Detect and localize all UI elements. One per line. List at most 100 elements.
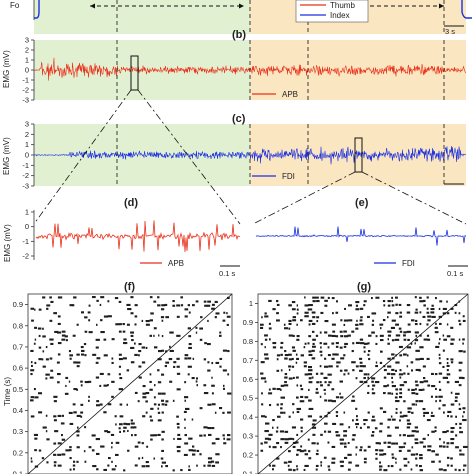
recurrence-mark (134, 353, 138, 356)
recurrence-mark (455, 446, 459, 449)
recurrence-mark (284, 354, 289, 357)
y-tick-label: -1 (22, 237, 29, 246)
recurrence-mark (395, 388, 399, 391)
recurrence-mark (57, 453, 62, 456)
recurrence-mark (292, 349, 296, 352)
recurrence-mark (203, 464, 206, 467)
recurrence-mark (387, 445, 391, 448)
recurrence-mark (69, 446, 72, 449)
recurrence-mark (268, 299, 272, 302)
recurrence-mark (418, 369, 421, 372)
recurrence-mark (431, 315, 436, 318)
recurrence-mark (363, 346, 366, 349)
recurrence-mark (463, 411, 465, 414)
recurrence-mark (327, 430, 332, 433)
recurrence-mark (222, 349, 227, 352)
recurrence-mark (91, 434, 96, 437)
recurrence-mark (137, 400, 140, 403)
recurrence-mark (42, 365, 46, 368)
recurrence-mark (450, 391, 453, 394)
recurrence-mark (300, 430, 303, 433)
recurrence-mark (450, 307, 454, 310)
recurrence-mark (418, 388, 423, 391)
recurrence-mark (264, 346, 266, 349)
recurrence-mark (187, 373, 190, 376)
recurrence-mark (76, 361, 81, 364)
recurrence-mark (165, 316, 169, 319)
recurrence-mark (161, 349, 165, 352)
recurrence-mark (327, 346, 330, 349)
recurrence-mark (390, 326, 395, 329)
recurrence-mark (375, 296, 380, 299)
recurrence-mark (53, 312, 57, 315)
recurrence-mark (141, 465, 146, 468)
recurrence-mark (149, 319, 153, 322)
recurrence-mark (320, 346, 322, 349)
recurrence-mark (355, 377, 358, 380)
recurrence-mark (348, 304, 352, 307)
recurrence-mark (375, 457, 378, 460)
recurrence-raster-g (260, 296, 468, 472)
recurrence-mark (288, 319, 292, 322)
recurrence-mark (96, 299, 99, 302)
recurrence-mark (356, 426, 358, 429)
recurrence-mark (96, 400, 100, 403)
recurrence-mark (103, 315, 108, 318)
recurrence-mark (33, 388, 36, 391)
recurrence-mark (88, 319, 91, 322)
recurrence-mark (311, 357, 316, 360)
recurrence-mark (387, 357, 391, 360)
recurrence-mark (68, 380, 71, 383)
recurrence-mark (328, 365, 333, 368)
recurrence-mark (264, 315, 269, 318)
recurrence-mark (383, 469, 388, 472)
recurrence-mark (324, 365, 329, 368)
recurrence-mark (296, 308, 299, 311)
y-tick-label: 3 (25, 36, 29, 45)
recurrence-mark (272, 468, 274, 471)
recurrence-mark (38, 346, 42, 349)
recurrence-mark (100, 445, 105, 448)
recurrence-mark (141, 361, 146, 364)
recurrence-mark (399, 415, 405, 418)
recurrence-mark (379, 449, 384, 452)
recurrence-mark (165, 400, 169, 403)
recurrence-mark (76, 446, 80, 449)
recurrence-mark (295, 376, 299, 379)
recurrence-mark (288, 334, 293, 337)
recurrence-mark (442, 404, 446, 407)
recurrence-mark (359, 426, 362, 429)
recurrence-mark (403, 334, 406, 337)
recurrence-mark (264, 334, 268, 337)
recurrence-mark (395, 334, 401, 337)
arrowhead (239, 3, 244, 9)
recurrence-mark (261, 316, 263, 319)
recurrence-mark (57, 296, 63, 299)
recurrence-mark (30, 373, 33, 376)
recurrence-mark (161, 308, 165, 311)
recurrence-mark (422, 388, 425, 391)
panel-c: EMG (mV) 321 0-1-2 -3 FDI (2, 120, 467, 191)
recurrence-mark (227, 392, 232, 395)
recurrence-mark (261, 415, 265, 418)
recurrence-mark (435, 345, 440, 348)
recurrence-mark (331, 457, 336, 460)
recurrence-mark (53, 461, 57, 464)
recurrence-mark (300, 426, 303, 429)
recurrence-mark (387, 384, 390, 387)
recurrence-mark (264, 380, 267, 383)
recurrence-mark (383, 304, 386, 307)
recurrence-mark (375, 335, 378, 338)
recurrence-mark (415, 392, 419, 395)
recurrence-mark (280, 446, 282, 449)
recurrence-mark (38, 449, 42, 452)
recurrence-mark (316, 296, 319, 299)
recurrence-mark (88, 331, 93, 334)
recurrence-mark (455, 415, 457, 418)
recurrence-mark (96, 357, 101, 360)
y-tick-label: 0.6 (13, 364, 23, 373)
recurrence-mark (368, 358, 371, 361)
recurrence-mark (169, 331, 174, 334)
recurrence-mark (434, 426, 437, 429)
recurrence-mark (410, 468, 413, 471)
